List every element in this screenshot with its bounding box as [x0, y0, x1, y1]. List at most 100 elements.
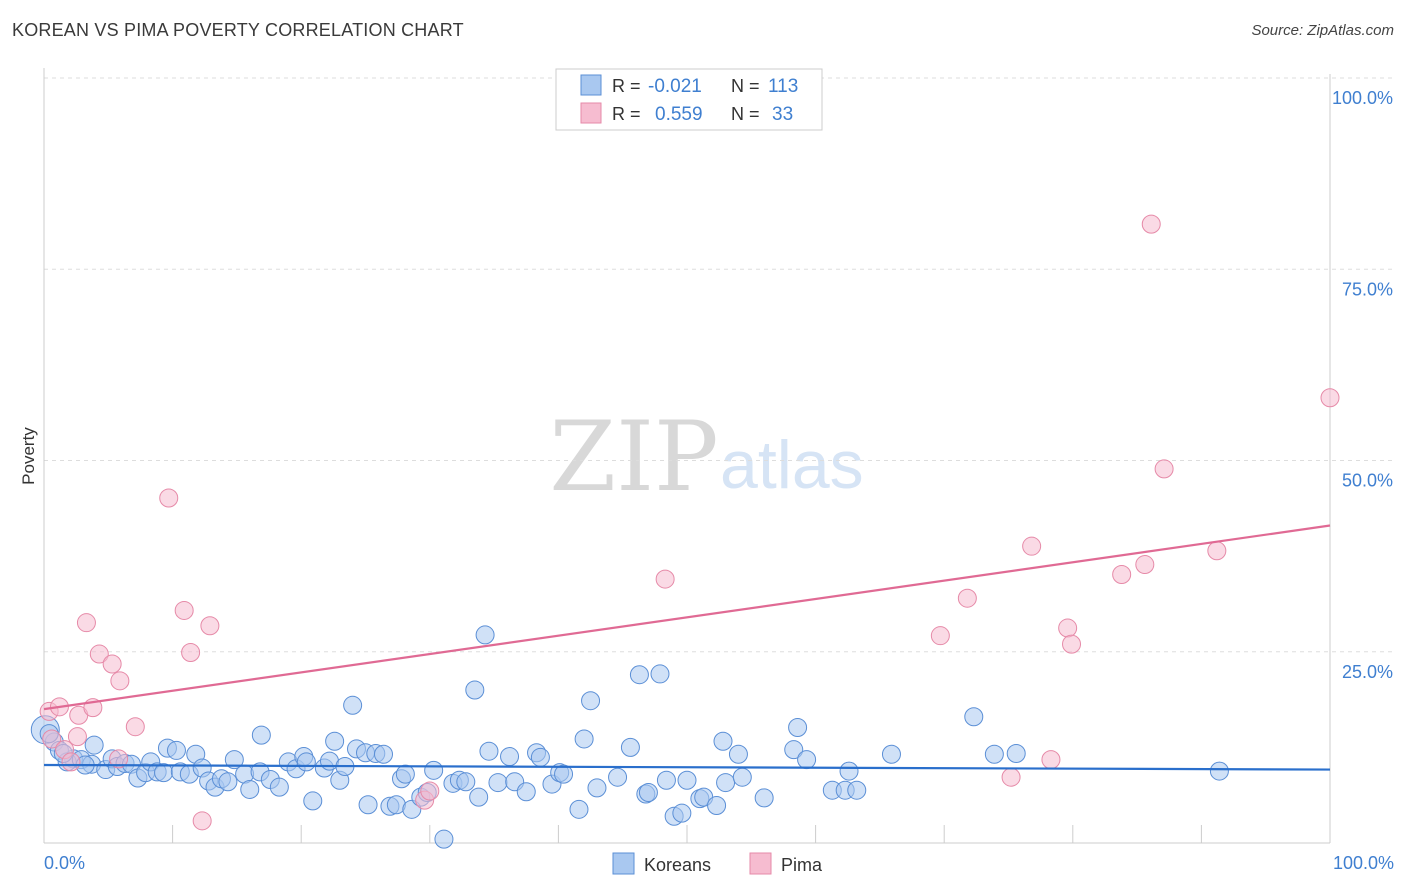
korean-point-28	[224, 750, 244, 770]
korean-point-63	[465, 680, 485, 700]
korean-point-68	[500, 747, 520, 767]
korean-point-79	[587, 778, 607, 798]
pima-point-22	[930, 626, 950, 646]
korean-point-109	[1209, 761, 1229, 781]
pima-point-25	[1022, 536, 1042, 556]
stats-legend-pima-n-label: N =	[731, 104, 760, 124]
stats-legend-pima-swatch	[580, 102, 602, 124]
korean-point-66	[479, 741, 499, 761]
korean-point-45	[343, 695, 363, 715]
pima-point-30	[1135, 555, 1155, 575]
korean-point-50	[374, 744, 394, 764]
korean-point-65	[475, 625, 495, 645]
korean-point-85	[650, 664, 670, 684]
korean-point-70	[516, 782, 536, 802]
pima-point-14	[159, 488, 179, 508]
korean-point-107	[984, 744, 1004, 764]
korean-point-89	[677, 770, 697, 790]
korean-point-105	[881, 744, 901, 764]
pima-point-13	[125, 717, 145, 737]
korean-point-7	[84, 735, 104, 755]
korean-point-34	[269, 777, 289, 797]
y-tick-label-2: 75.0%	[1342, 279, 1393, 299]
korean-point-98	[788, 717, 808, 737]
pima-point-18	[200, 616, 220, 636]
korean-point-62	[456, 772, 476, 792]
stats-legend-korean-r-label: R =	[612, 76, 641, 96]
stats-legend-pima-n-value: 33	[772, 104, 793, 125]
pima-points	[39, 214, 1340, 831]
korean-point-39	[303, 791, 323, 811]
series-legend-pima-swatch	[749, 852, 772, 875]
pima-point-10	[102, 654, 122, 674]
y-axis-title: Poverty	[19, 427, 38, 485]
pima-point-26	[1041, 750, 1061, 770]
pima-trend-line	[43, 524, 1331, 711]
korean-point-108	[1006, 743, 1026, 763]
series-legend: Koreans Pima	[612, 852, 823, 875]
korean-point-78	[581, 691, 601, 711]
x-tick-label-min: 0.0%	[44, 853, 85, 873]
pima-point-21	[655, 569, 675, 589]
stats-legend-pima-r-label: R =	[612, 104, 641, 124]
korean-point-94	[716, 773, 736, 793]
pima-point-28	[1062, 634, 1082, 654]
watermark: ZIP atlas	[549, 401, 863, 513]
y-tick-label-1: 50.0%	[1342, 471, 1393, 491]
korean-point-64	[469, 787, 489, 807]
stats-legend-korean-n-label: N =	[731, 76, 760, 96]
korean-point-97	[754, 788, 774, 808]
korean-point-76	[569, 799, 589, 819]
korean-point-84	[638, 783, 658, 803]
x-ticks	[172, 74, 1331, 843]
korean-point-81	[620, 737, 640, 757]
korean-point-106	[964, 707, 984, 727]
pima-point-4	[61, 752, 81, 772]
watermark-atlas: atlas	[720, 427, 864, 503]
pima-point-7	[76, 613, 96, 633]
pima-point-20	[420, 781, 440, 801]
korean-point-104	[839, 761, 859, 781]
pima-point-5	[67, 727, 87, 747]
pima-point-24	[1001, 767, 1021, 787]
y-tick-labels: 25.0% 50.0% 75.0% 100.0%	[1332, 88, 1393, 682]
pima-point-17	[192, 811, 212, 831]
korean-point-75	[554, 764, 574, 784]
korean-point-86	[656, 770, 676, 790]
korean-point-38	[296, 752, 316, 772]
korean-point-95	[728, 744, 748, 764]
korean-point-82	[629, 665, 649, 685]
pima-point-9	[89, 644, 109, 664]
korean-point-48	[358, 795, 378, 815]
korean-point-72	[530, 747, 550, 767]
stats-legend-pima-r-value: 0.559	[655, 104, 703, 125]
korean-point-100	[797, 750, 817, 770]
stats-legend: R = -0.021 N = 113 R = 0.559 N = 33	[555, 68, 823, 131]
y-tick-label-3: 100.0%	[1332, 88, 1393, 108]
pima-point-29	[1112, 564, 1132, 584]
korean-point-99	[784, 740, 804, 760]
pima-point-31	[1141, 214, 1161, 234]
korean-point-59	[434, 829, 454, 849]
korean-point-67	[488, 773, 508, 793]
korean-trend-line	[43, 763, 1331, 771]
korean-point-30	[240, 779, 260, 799]
pima-point-15	[174, 600, 194, 620]
y-tick-label-0: 25.0%	[1342, 662, 1393, 682]
series-legend-korean-label: Koreans	[644, 855, 711, 875]
korean-point-93	[713, 731, 733, 751]
x-tick-label-max: 100.0%	[1333, 853, 1394, 873]
pima-point-12	[109, 749, 129, 769]
grid-lines	[44, 77, 1394, 653]
pima-point-27	[1058, 618, 1078, 638]
korean-point-92	[707, 796, 727, 816]
korean-point-77	[574, 729, 594, 749]
korean-point-58	[424, 760, 444, 780]
korean-point-54	[395, 764, 415, 784]
series-legend-korean-swatch	[612, 852, 635, 875]
series-legend-pima-label: Pima	[781, 855, 823, 875]
pima-point-33	[1207, 541, 1227, 561]
pima-point-11	[110, 671, 130, 691]
